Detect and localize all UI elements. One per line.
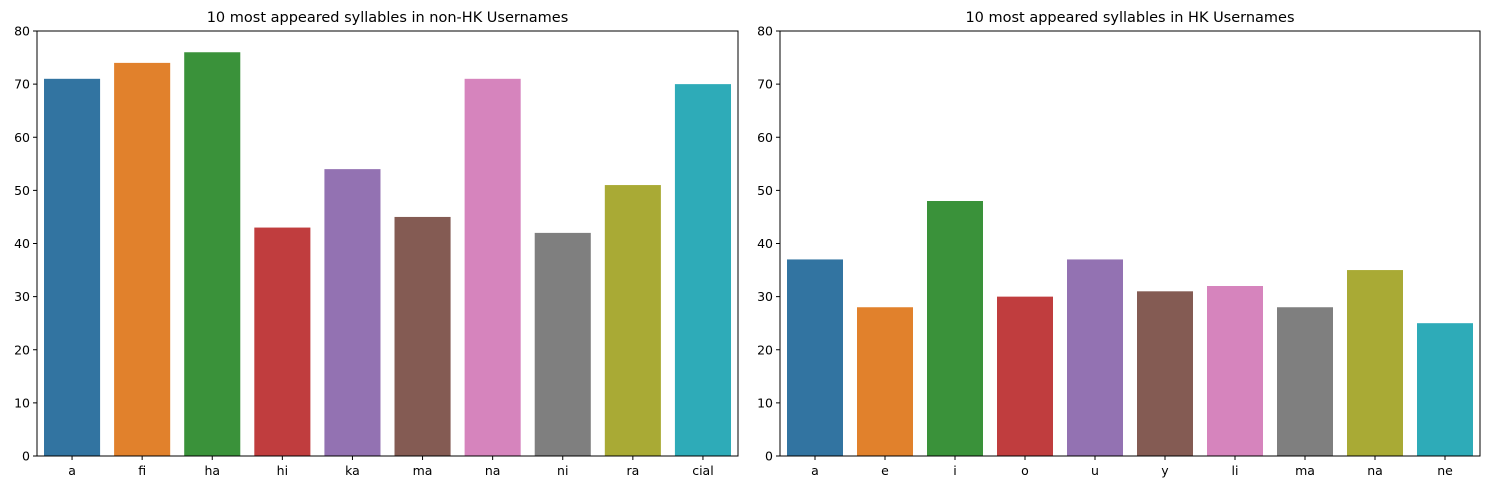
y-tick-label: 30 — [757, 289, 773, 304]
chart-title: 10 most appeared syllables in non-HK Use… — [207, 10, 569, 26]
y-tick-label: 20 — [757, 342, 773, 357]
bar-ka — [324, 169, 381, 457]
y-tick-label: 0 — [765, 449, 773, 464]
bar-ma — [1277, 307, 1333, 456]
bar-e — [857, 307, 913, 456]
axes-frame — [36, 30, 739, 457]
x-tick-label: na — [1367, 463, 1383, 478]
y-tick-label: 80 — [757, 24, 773, 39]
bar-y — [1137, 291, 1193, 456]
y-tick-label: 50 — [757, 183, 773, 198]
x-tick-label: e — [881, 463, 889, 478]
bar-ha — [184, 52, 241, 456]
bar-ra — [604, 185, 661, 456]
x-tick-label: ra — [626, 463, 639, 478]
x-tick-label: a — [811, 463, 819, 478]
y-tick-label: 60 — [757, 130, 773, 145]
x-tick-label: o — [1021, 463, 1029, 478]
y-tick-label: 10 — [757, 395, 773, 410]
bar-fi — [114, 62, 171, 457]
y-tick-label: 30 — [14, 289, 30, 304]
x-tick-label: ka — [345, 463, 360, 478]
x-tick-label: ni — [557, 463, 568, 478]
y-tick-label: 40 — [14, 236, 30, 251]
y-tick-label: 70 — [14, 77, 30, 92]
x-tick-label: ha — [204, 463, 220, 478]
bar-a — [44, 78, 101, 456]
x-tick-label: a — [68, 463, 76, 478]
bar-li — [1207, 286, 1263, 456]
x-tick-label: ma — [413, 463, 433, 478]
bar-na — [1347, 270, 1403, 456]
bar-u — [1067, 259, 1123, 456]
x-tick-label: cial — [692, 463, 713, 478]
y-tick-label: 40 — [757, 236, 773, 251]
bar-hi — [254, 227, 311, 456]
bar-cial — [674, 84, 731, 457]
bar-ne — [1417, 323, 1473, 456]
x-tick-label: li — [1232, 463, 1239, 478]
x-tick-label: na — [485, 463, 501, 478]
bar-na — [464, 78, 521, 456]
x-tick-label: ne — [1437, 463, 1453, 478]
bar-ma — [394, 216, 451, 456]
chart-title: 10 most appeared syllables in HK Usernam… — [965, 10, 1294, 26]
bar-a — [787, 259, 843, 456]
bar-i — [927, 201, 983, 456]
y-tick-label: 50 — [14, 183, 30, 198]
y-tick-label: 0 — [22, 449, 30, 464]
x-tick-label: hi — [277, 463, 288, 478]
x-tick-label: i — [953, 463, 956, 478]
x-tick-label: u — [1091, 463, 1099, 478]
x-tick-label: ma — [1295, 463, 1315, 478]
chart-hk: 10 most appeared syllables in HK Usernam… — [757, 10, 1481, 478]
y-tick-label: 10 — [14, 395, 30, 410]
bar-ni — [534, 232, 591, 457]
y-tick-label: 80 — [14, 24, 30, 39]
y-tick-label: 60 — [14, 130, 30, 145]
bar-o — [997, 296, 1053, 457]
x-tick-label: fi — [138, 463, 146, 478]
chart-non-hk: 10 most appeared syllables in non-HK Use… — [14, 10, 739, 478]
x-tick-label: y — [1161, 463, 1169, 478]
y-tick-label: 70 — [757, 77, 773, 92]
y-tick-label: 20 — [14, 342, 30, 357]
axes-frame — [779, 30, 1481, 457]
